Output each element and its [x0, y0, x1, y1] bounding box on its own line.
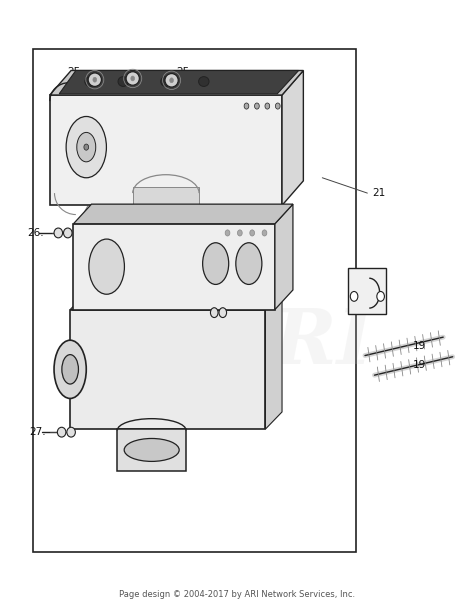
- Ellipse shape: [377, 292, 384, 302]
- Ellipse shape: [93, 77, 97, 82]
- Text: 24: 24: [204, 225, 218, 235]
- Ellipse shape: [265, 103, 270, 109]
- Ellipse shape: [255, 103, 259, 109]
- Polygon shape: [50, 95, 282, 205]
- Ellipse shape: [54, 228, 63, 238]
- Ellipse shape: [66, 116, 106, 178]
- Ellipse shape: [262, 230, 267, 236]
- Ellipse shape: [88, 73, 101, 86]
- Polygon shape: [265, 292, 282, 429]
- Polygon shape: [133, 187, 199, 208]
- Ellipse shape: [89, 239, 124, 294]
- Text: 21: 21: [373, 188, 386, 198]
- Polygon shape: [50, 70, 303, 95]
- Ellipse shape: [350, 292, 358, 302]
- Text: 26.: 26.: [27, 228, 44, 238]
- Text: 20: 20: [370, 283, 383, 293]
- Polygon shape: [117, 429, 186, 471]
- Bar: [33, 49, 356, 552]
- Ellipse shape: [170, 78, 173, 83]
- Ellipse shape: [77, 132, 96, 162]
- Ellipse shape: [219, 308, 227, 318]
- Polygon shape: [275, 204, 293, 310]
- Polygon shape: [59, 70, 299, 94]
- Ellipse shape: [85, 77, 95, 86]
- Ellipse shape: [118, 77, 128, 86]
- Ellipse shape: [250, 230, 255, 236]
- Polygon shape: [73, 204, 293, 224]
- Ellipse shape: [165, 74, 178, 87]
- Ellipse shape: [126, 72, 139, 85]
- Polygon shape: [348, 268, 386, 314]
- Ellipse shape: [54, 340, 86, 398]
- Ellipse shape: [199, 77, 209, 86]
- Ellipse shape: [244, 103, 249, 109]
- Polygon shape: [282, 70, 303, 205]
- Polygon shape: [73, 224, 275, 310]
- Ellipse shape: [124, 438, 179, 462]
- Polygon shape: [70, 310, 265, 429]
- Ellipse shape: [84, 144, 89, 150]
- Ellipse shape: [210, 308, 218, 318]
- Text: Page design © 2004-2017 by ARI Network Services, Inc.: Page design © 2004-2017 by ARI Network S…: [119, 590, 355, 599]
- Text: 25: 25: [176, 67, 189, 77]
- Text: 26: 26: [228, 308, 241, 318]
- Text: 27.: 27.: [29, 427, 46, 437]
- Text: 23: 23: [190, 308, 203, 318]
- Text: 19: 19: [413, 360, 426, 370]
- Text: 25: 25: [67, 67, 80, 77]
- Ellipse shape: [161, 77, 171, 86]
- Ellipse shape: [64, 228, 72, 238]
- Ellipse shape: [57, 427, 66, 437]
- Ellipse shape: [62, 354, 78, 384]
- Ellipse shape: [131, 76, 135, 81]
- Text: 22: 22: [190, 390, 203, 400]
- Ellipse shape: [236, 243, 262, 284]
- Ellipse shape: [275, 103, 280, 109]
- Ellipse shape: [203, 243, 228, 284]
- Ellipse shape: [225, 230, 230, 236]
- Polygon shape: [70, 292, 282, 310]
- Ellipse shape: [67, 427, 75, 437]
- Ellipse shape: [237, 230, 242, 236]
- Text: ARI: ARI: [215, 306, 373, 380]
- Text: 19: 19: [413, 341, 426, 351]
